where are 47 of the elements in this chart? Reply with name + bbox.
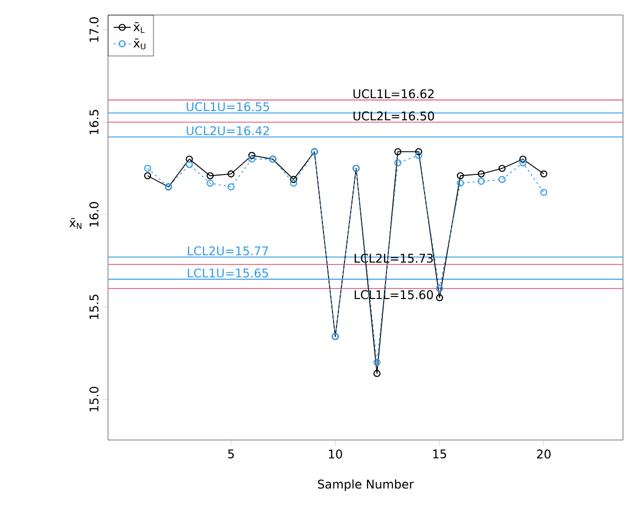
y-tick-label: 16.5 <box>89 110 98 134</box>
point <box>206 180 214 187</box>
x-tick-label: 5 <box>228 450 234 458</box>
y-tick-label: 15.0 <box>89 386 98 412</box>
point <box>498 176 506 184</box>
point <box>415 148 422 156</box>
point <box>540 188 548 196</box>
y-tick-label: 17.0 <box>89 17 98 42</box>
x-axis-title: Sample Number <box>318 479 414 491</box>
point <box>415 152 422 159</box>
point <box>144 164 152 172</box>
point <box>436 284 444 292</box>
point <box>373 370 381 378</box>
point <box>456 172 464 180</box>
point <box>206 172 214 180</box>
point <box>227 170 235 178</box>
y-axis-title: x̄$_{N}$ <box>69 218 82 229</box>
point <box>478 178 485 185</box>
x-tick-label: 10 <box>328 450 342 459</box>
ref-line-label: LCL2U=15.77 <box>188 246 268 256</box>
legend-label: x̄$_{L}$ <box>133 22 145 33</box>
point <box>186 161 193 168</box>
ref-line-label: UCL1L=16.62 <box>354 89 434 98</box>
ref-line-label: UCL1U=16.55 <box>186 102 270 112</box>
point <box>290 180 298 187</box>
point <box>436 294 444 302</box>
point <box>248 152 256 159</box>
point <box>186 156 193 163</box>
x-tick-label: 20 <box>537 450 551 459</box>
legend-label: x̄$_{U}$ <box>133 38 146 50</box>
point <box>456 180 464 187</box>
point <box>373 358 381 366</box>
point <box>227 183 235 190</box>
point <box>498 164 506 172</box>
point <box>248 156 256 163</box>
y-tick-label: 15.5 <box>90 294 98 319</box>
ref-line-label: UCL2L=16.50 <box>354 111 434 120</box>
point <box>519 159 526 166</box>
point <box>394 159 402 166</box>
y-tick-label: 16.0 <box>89 202 98 227</box>
point <box>478 170 485 178</box>
point <box>519 156 526 163</box>
point <box>394 148 402 156</box>
x-tick-label: 15 <box>433 450 446 458</box>
point <box>290 176 298 184</box>
ref-line-label: LCL1U=15.65 <box>188 268 268 278</box>
ref-line-label: UCL2U=16.42 <box>186 126 269 136</box>
